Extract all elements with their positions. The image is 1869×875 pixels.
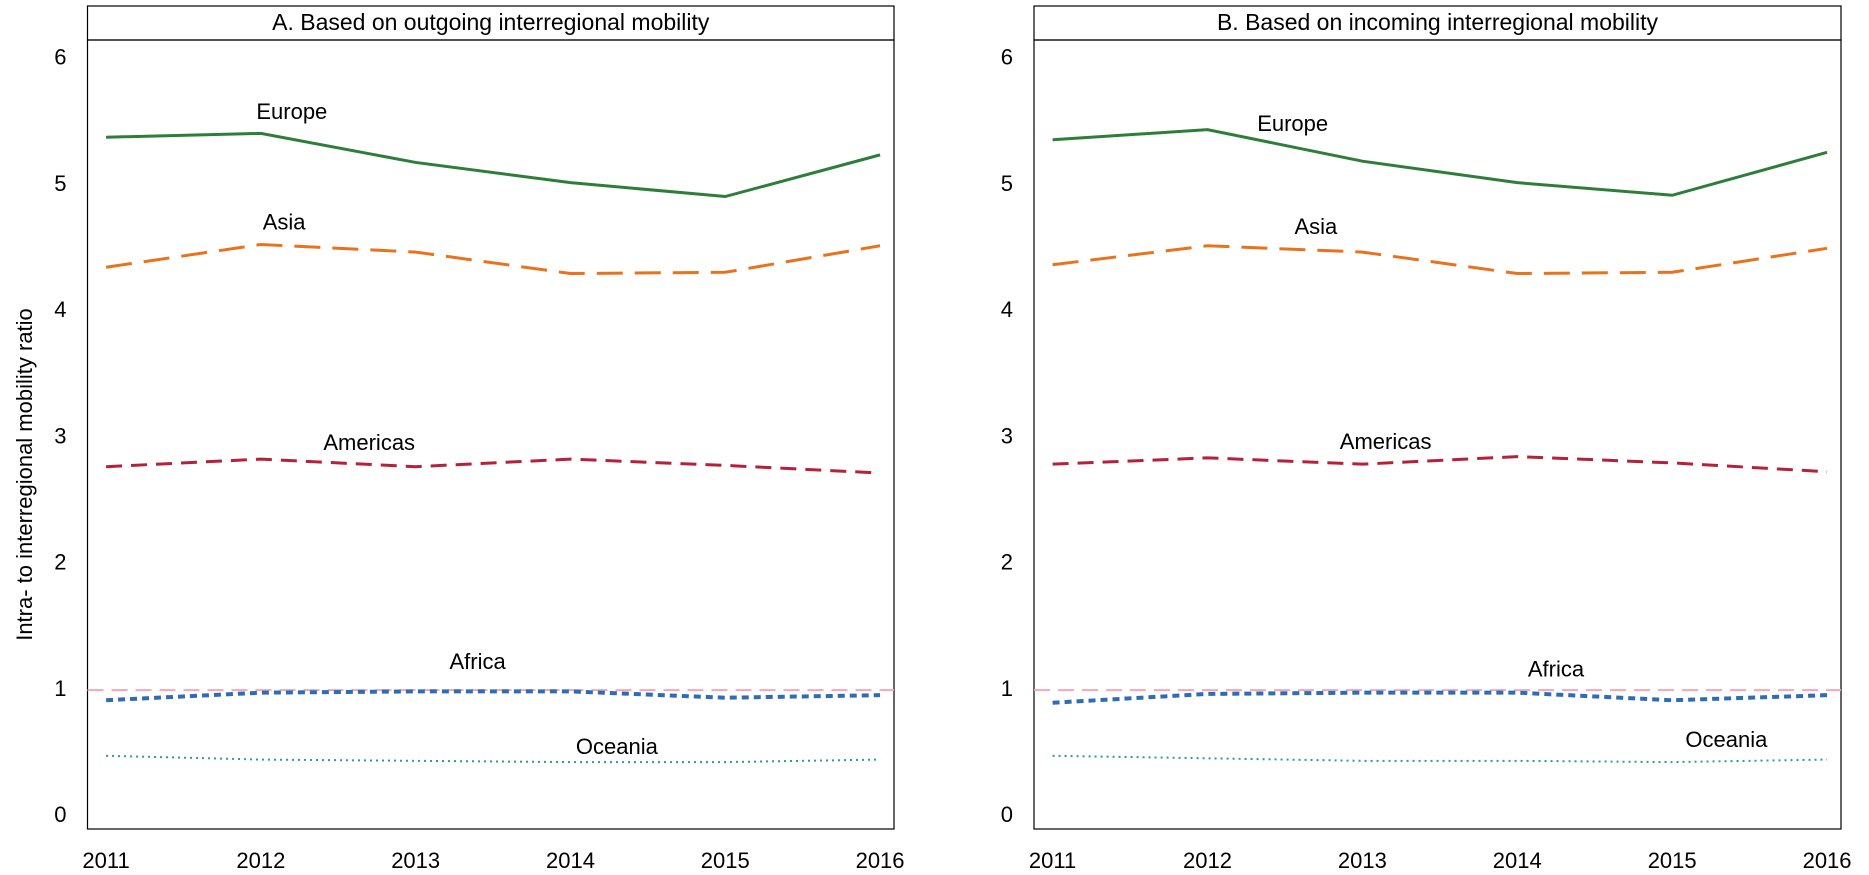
x-tick-label: 2012 — [236, 848, 285, 873]
x-tick-label: 2016 — [1803, 848, 1852, 873]
title-box — [1033, 5, 1842, 41]
series-line — [106, 457, 881, 475]
y-tick-label: 3 — [1001, 423, 1013, 448]
y-axis-label: Intra- to interregional mobility ratio — [12, 308, 37, 641]
x-tick-label: 2015 — [1648, 848, 1697, 873]
y-tick-label: 5 — [54, 171, 66, 196]
y-tick-label: 2 — [54, 550, 66, 575]
x-tick-label: 2014 — [546, 848, 595, 873]
series-line — [105, 243, 881, 276]
y-tick-label: 0 — [54, 802, 66, 827]
title-box — [86, 5, 895, 41]
y-tick-label: 4 — [54, 297, 66, 322]
x-tick-label: 2013 — [1338, 848, 1387, 873]
y-tick-label: 3 — [54, 423, 66, 448]
series-label: Asia — [263, 209, 307, 234]
y-tick-label: 6 — [54, 45, 66, 70]
series-line — [106, 131, 881, 199]
series-label: Europe — [256, 99, 327, 124]
series-label: Americas — [1340, 429, 1432, 454]
panel-title: B. Based on incoming interregional mobil… — [1217, 9, 1659, 35]
series-line — [1052, 690, 1828, 705]
series-label: Europe — [1257, 111, 1328, 136]
series-line — [105, 689, 881, 703]
y-tick-label: 0 — [1001, 802, 1013, 827]
x-tick-label: 2011 — [1029, 848, 1076, 873]
series-line — [1052, 455, 1828, 474]
x-tick-label: 2013 — [391, 848, 440, 873]
x-tick-label: 2014 — [1493, 848, 1542, 873]
x-tick-label: 2011 — [82, 848, 129, 873]
series-label: Africa — [449, 649, 506, 674]
series-label: Asia — [1295, 214, 1339, 239]
y-tick-label: 1 — [1001, 676, 1013, 701]
series-label: Africa — [1528, 656, 1585, 681]
plot-frame — [1033, 39, 1842, 830]
y-tick-label: 5 — [1001, 171, 1013, 196]
y-tick-label: 4 — [1001, 297, 1013, 322]
x-tick-label: 2016 — [856, 848, 905, 873]
y-tick-label: 6 — [1001, 45, 1013, 70]
x-tick-label: 2012 — [1183, 848, 1232, 873]
plot-frame — [86, 39, 895, 830]
series-label: Oceania — [1685, 727, 1768, 752]
x-tick-label: 2015 — [701, 848, 750, 873]
y-tick-label: 1 — [54, 676, 66, 701]
series-label: Oceania — [576, 734, 659, 759]
series-line — [1052, 128, 1828, 197]
series-label: Americas — [323, 430, 415, 455]
series-line — [1052, 244, 1828, 276]
panel-title: A. Based on outgoing interregional mobil… — [272, 9, 710, 35]
series-line — [1052, 754, 1828, 764]
y-tick-label: 2 — [1001, 550, 1013, 575]
series-line — [106, 754, 881, 764]
